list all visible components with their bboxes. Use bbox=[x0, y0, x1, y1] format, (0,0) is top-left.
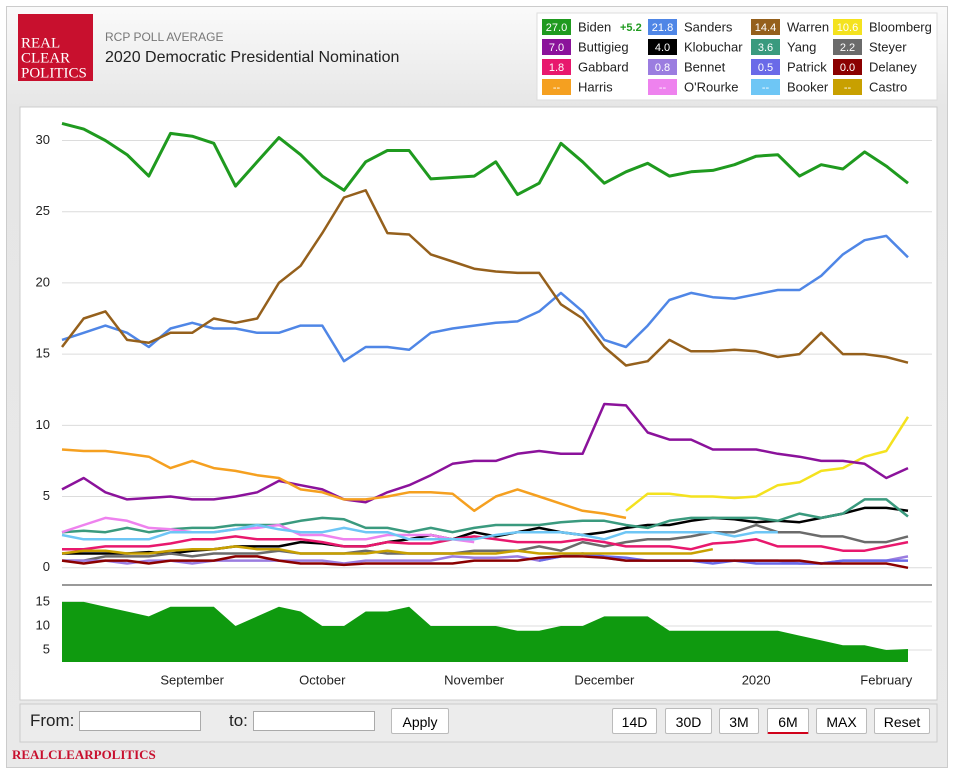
range-button[interactable]: 14D bbox=[612, 708, 657, 734]
series-line bbox=[61, 448, 627, 520]
y-tick-label: 5 bbox=[43, 488, 50, 503]
legend-swatch bbox=[833, 39, 862, 55]
series-line bbox=[538, 552, 908, 565]
apply-button[interactable]: Apply bbox=[391, 708, 449, 734]
legend-value: -- bbox=[844, 82, 852, 94]
to-label: to: bbox=[229, 711, 248, 730]
legend-value: 3.6 bbox=[758, 42, 773, 54]
legend-box bbox=[536, 12, 938, 101]
legend-name: Biden bbox=[578, 19, 611, 34]
to-input[interactable] bbox=[253, 711, 375, 731]
legend-name: Castro bbox=[869, 79, 907, 94]
legend-value: 0.5 bbox=[758, 62, 773, 74]
series-line bbox=[62, 523, 909, 562]
range-button[interactable]: 30D bbox=[665, 708, 712, 734]
legend-value: -- bbox=[762, 82, 770, 94]
footer-brand: REALCLEARPOLITICS bbox=[12, 747, 156, 762]
legend-swatch bbox=[542, 59, 571, 75]
legend-value: 1.8 bbox=[549, 62, 564, 74]
y-tick-label: 25 bbox=[36, 203, 50, 218]
range-button[interactable]: 3M bbox=[719, 708, 759, 734]
x-tick-label: October bbox=[299, 672, 346, 687]
series-line bbox=[61, 498, 909, 534]
x-tick-label: September bbox=[160, 672, 224, 687]
legend-name: Booker bbox=[787, 79, 829, 94]
spread-area bbox=[62, 601, 908, 662]
legend-swatch bbox=[751, 79, 780, 95]
series-line bbox=[61, 402, 909, 504]
legend-name: Bennet bbox=[684, 59, 726, 74]
y-tick-label: 10 bbox=[36, 617, 50, 632]
legend-name: Yang bbox=[787, 39, 816, 54]
legend-swatch bbox=[542, 19, 571, 35]
chart-title: 2020 Democratic Presidential Nomination bbox=[105, 49, 399, 66]
legend-value: 0.8 bbox=[655, 62, 670, 74]
reset-button[interactable]: Reset bbox=[874, 708, 930, 734]
legend-value: 21.8 bbox=[652, 22, 673, 34]
series-line bbox=[61, 545, 714, 555]
legend-swatch bbox=[648, 59, 677, 75]
legend-value: -- bbox=[553, 82, 561, 94]
legend-value: -- bbox=[659, 82, 667, 94]
series-line bbox=[61, 189, 909, 367]
legend-value: 4.0 bbox=[655, 42, 670, 54]
legend-value: 2.2 bbox=[840, 42, 855, 54]
logo-line: POLITICS bbox=[21, 65, 87, 81]
x-tick-label: November bbox=[444, 672, 505, 687]
legend-name: Patrick bbox=[787, 59, 827, 74]
y-tick-label: 5 bbox=[43, 641, 50, 656]
legend-swatch bbox=[833, 19, 862, 35]
legend-name: Steyer bbox=[869, 39, 907, 54]
legend-swatch bbox=[833, 59, 862, 75]
series-line bbox=[61, 555, 909, 570]
series-line bbox=[61, 121, 909, 197]
legend-swatch bbox=[751, 59, 780, 75]
legend-swatch bbox=[751, 39, 780, 55]
y-tick-label: 20 bbox=[36, 274, 50, 289]
legend-spread: +5.2 bbox=[620, 22, 642, 34]
legend-name: Klobuchar bbox=[684, 39, 743, 54]
from-label: From: bbox=[30, 711, 75, 730]
legend-value: 10.6 bbox=[837, 22, 858, 34]
legend-swatch bbox=[833, 79, 862, 95]
legend-value: 7.0 bbox=[549, 42, 564, 54]
range-button[interactable]: MAX bbox=[816, 708, 867, 734]
legend-name: Sanders bbox=[684, 19, 733, 34]
legend-name: Harris bbox=[578, 79, 613, 94]
from-input[interactable] bbox=[79, 711, 201, 731]
range-button[interactable]: 6M bbox=[767, 708, 809, 734]
x-tick-label: February bbox=[860, 672, 913, 687]
legend-name: Bloomberg bbox=[869, 19, 932, 34]
y-tick-label: 30 bbox=[36, 132, 50, 147]
y-tick-label: 15 bbox=[36, 593, 50, 608]
legend-swatch bbox=[648, 79, 677, 95]
legend-swatch bbox=[648, 19, 677, 35]
y-tick-label: 0 bbox=[43, 559, 50, 574]
plot-panel bbox=[19, 106, 938, 701]
series-line bbox=[61, 523, 778, 541]
logo-line: REAL bbox=[21, 35, 60, 51]
legend-name: Delaney bbox=[869, 59, 917, 74]
legend-value: 0.0 bbox=[840, 62, 855, 74]
legend-value: 14.4 bbox=[755, 22, 776, 34]
legend-swatch bbox=[542, 39, 571, 55]
x-tick-label: 2020 bbox=[742, 672, 771, 687]
legend-swatch bbox=[751, 19, 780, 35]
y-tick-label: 10 bbox=[36, 417, 50, 432]
legend-name: Warren bbox=[787, 19, 829, 34]
y-tick-label: 15 bbox=[36, 346, 50, 361]
legend-name: O'Rourke bbox=[684, 79, 739, 94]
logo-line: CLEAR bbox=[21, 50, 70, 66]
legend-value: 27.0 bbox=[546, 22, 567, 34]
legend-name: Gabbard bbox=[578, 59, 629, 74]
logo-box bbox=[18, 14, 93, 81]
chart-subtitle: RCP POLL AVERAGE bbox=[105, 30, 224, 44]
legend-swatch bbox=[542, 79, 571, 95]
series-line bbox=[625, 416, 910, 512]
x-tick-label: December bbox=[574, 672, 635, 687]
legend-name: Buttigieg bbox=[578, 39, 629, 54]
legend-swatch bbox=[648, 39, 677, 55]
